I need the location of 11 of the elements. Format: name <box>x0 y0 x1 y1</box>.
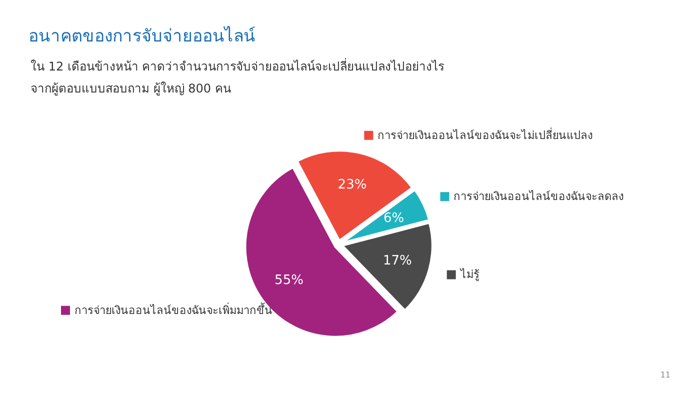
data-label: 23% <box>338 177 367 192</box>
data-label: 55% <box>274 272 304 288</box>
data-label: 6% <box>384 210 404 226</box>
legend-label: ไม่รู้ <box>459 268 480 282</box>
chart-title: อนาคตของการจับจ่ายออนไลน์ <box>28 26 256 46</box>
legend-label: การจ่ายเงินออนไลน์ของฉันจะลดลง <box>454 190 624 204</box>
legend-label: การจ่ายเงินออนไลน์ของฉันจะไม่เปลี่ยนแปลง <box>378 126 593 142</box>
data-label: 17% <box>382 254 412 269</box>
chart-subtitle: ใน 12 เดือนข้างหน้า คาดว่าจำนวนการจับจ่ายออนไลน์จะเปลี่ยนแปลงไปอย่างไร จากผู้ตอบแบบสอบถาม ผู้ใหญ่ 800 คน <box>30 58 446 96</box>
text: 11 <box>660 370 671 380</box>
legend-label: การจ่ายเงินออนไลน์ของฉันจะเพิ่มมากขึ้น <box>74 302 272 317</box>
